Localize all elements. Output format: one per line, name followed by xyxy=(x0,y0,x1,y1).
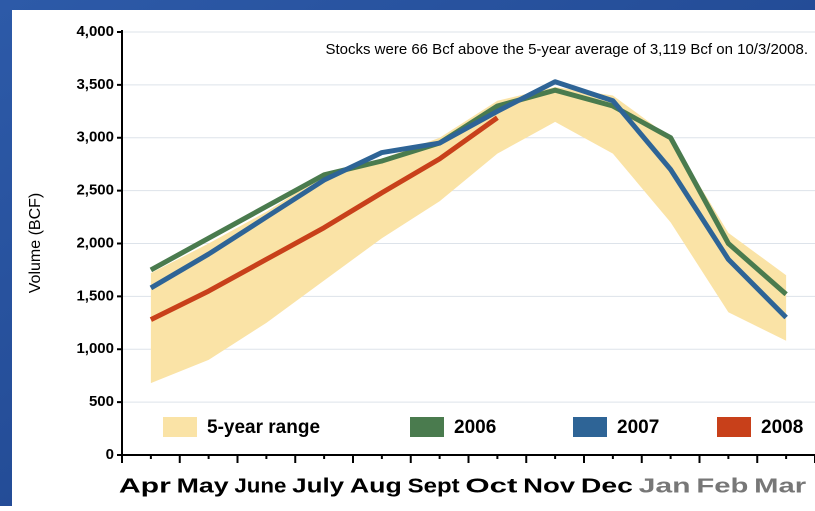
y-tick-label: 3,000 xyxy=(76,129,114,146)
x-tick-label: June xyxy=(234,475,286,497)
legend-swatch xyxy=(163,417,197,437)
y-tick-label: 3,500 xyxy=(76,76,114,93)
y-tick-label: 2,000 xyxy=(76,234,114,251)
x-tick-label: Feb xyxy=(696,475,748,497)
y-tick-label: 500 xyxy=(89,393,114,410)
x-tick-label: Apr xyxy=(119,475,171,497)
y-tick-label: 2,500 xyxy=(76,182,114,199)
x-tick-label: Dec xyxy=(581,475,633,497)
legend-label: 2008 xyxy=(761,417,803,438)
y-tick-label: 0 xyxy=(106,446,114,463)
series-line xyxy=(149,115,499,322)
legend-label: 5-year range xyxy=(207,417,320,438)
annotation: Stocks were 66 Bcf above the 5-year aver… xyxy=(325,41,808,58)
legend-swatch xyxy=(717,417,751,437)
x-tick-label: Oct xyxy=(465,475,518,497)
x-tick-label: Nov xyxy=(523,475,576,497)
y-tick-label: 1,000 xyxy=(76,340,114,357)
legend-swatch xyxy=(573,417,607,437)
x-tick-label: Aug xyxy=(350,475,402,497)
series-line xyxy=(149,79,788,320)
y-tick-label: 1,500 xyxy=(76,287,114,304)
x-tick-label: Jan xyxy=(639,475,691,497)
x-tick-label: Mar xyxy=(754,475,806,497)
x-tick-label: May xyxy=(177,475,230,497)
range-area xyxy=(150,86,787,384)
x-tick-label: Sept xyxy=(408,475,460,497)
legend-label: 2007 xyxy=(617,417,659,438)
y-tick-label: 4,000 xyxy=(76,23,114,40)
legend-label: 2006 xyxy=(454,417,496,438)
x-tick-label: July xyxy=(292,475,345,497)
y-axis-label: Volume (BCF) xyxy=(27,193,44,293)
legend-swatch xyxy=(410,417,444,437)
